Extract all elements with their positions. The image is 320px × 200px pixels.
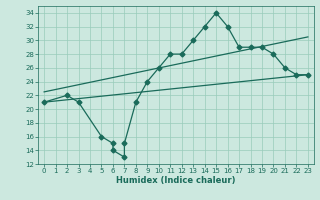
X-axis label: Humidex (Indice chaleur): Humidex (Indice chaleur) [116, 176, 236, 185]
